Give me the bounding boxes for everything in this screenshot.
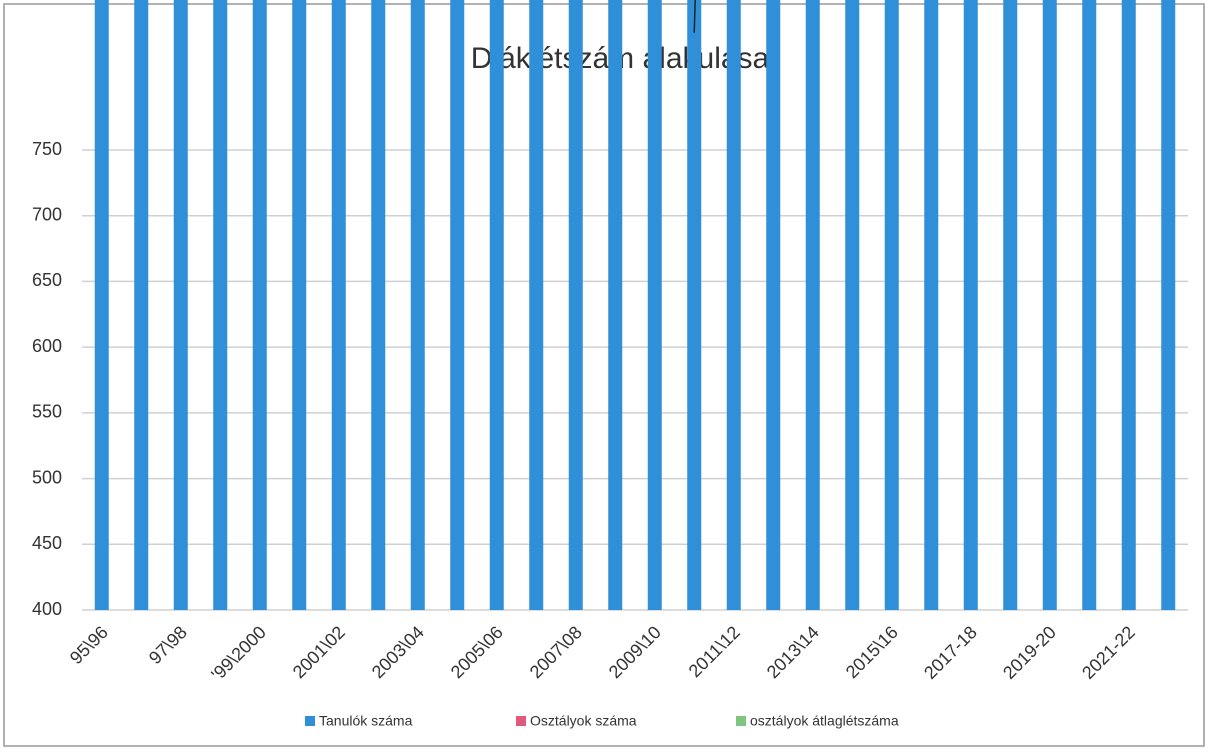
- bar-segment: [94, 0, 109, 610]
- bar-segment: [529, 0, 544, 610]
- bar-segment: [726, 0, 741, 611]
- bar-segment: [1082, 0, 1097, 610]
- bar-segment: [252, 0, 267, 610]
- y-tick-label: 700: [32, 204, 62, 224]
- bar-segment: [134, 0, 149, 610]
- y-tick-label: 400: [32, 599, 62, 619]
- bar-segment: [1161, 0, 1176, 611]
- bar-segment: [568, 0, 583, 610]
- bar-segment: [371, 0, 386, 610]
- bar-segment: [766, 0, 781, 611]
- legend-swatch: [305, 716, 315, 726]
- legend-label: osztályok átlaglétszáma: [750, 713, 899, 729]
- bar-segment: [1042, 0, 1057, 611]
- bar-segment: [647, 0, 662, 610]
- y-tick-label: 750: [32, 139, 62, 159]
- bar-segment: [410, 0, 425, 610]
- bar-segment: [450, 0, 465, 610]
- y-tick-label: 450: [32, 533, 62, 553]
- bar-segment: [1003, 0, 1018, 611]
- bar-segment: [173, 0, 188, 611]
- bar-segment: [924, 0, 939, 611]
- y-tick-label: 550: [32, 402, 62, 422]
- legend-label: Tanulók száma: [319, 713, 413, 729]
- y-tick-label: 500: [32, 467, 62, 487]
- bar-segment: [805, 0, 820, 611]
- bar-segment: [292, 0, 307, 610]
- y-tick-label: 650: [32, 270, 62, 290]
- legend-swatch: [516, 716, 526, 726]
- bar-segment: [687, 0, 702, 611]
- bar-segment: [845, 0, 860, 610]
- bar-segment: [331, 0, 346, 611]
- legend-swatch: [736, 716, 746, 726]
- legend-label: Osztályok száma: [530, 713, 637, 729]
- bar-segment: [489, 0, 504, 610]
- bar-segment: [884, 0, 899, 611]
- bar-segment: [963, 0, 978, 610]
- bar-segment: [608, 0, 623, 610]
- annotation-line: [693, 0, 696, 33]
- bar-segment: [1121, 0, 1136, 611]
- bar-segment: [213, 0, 228, 610]
- y-tick-label: 600: [32, 336, 62, 356]
